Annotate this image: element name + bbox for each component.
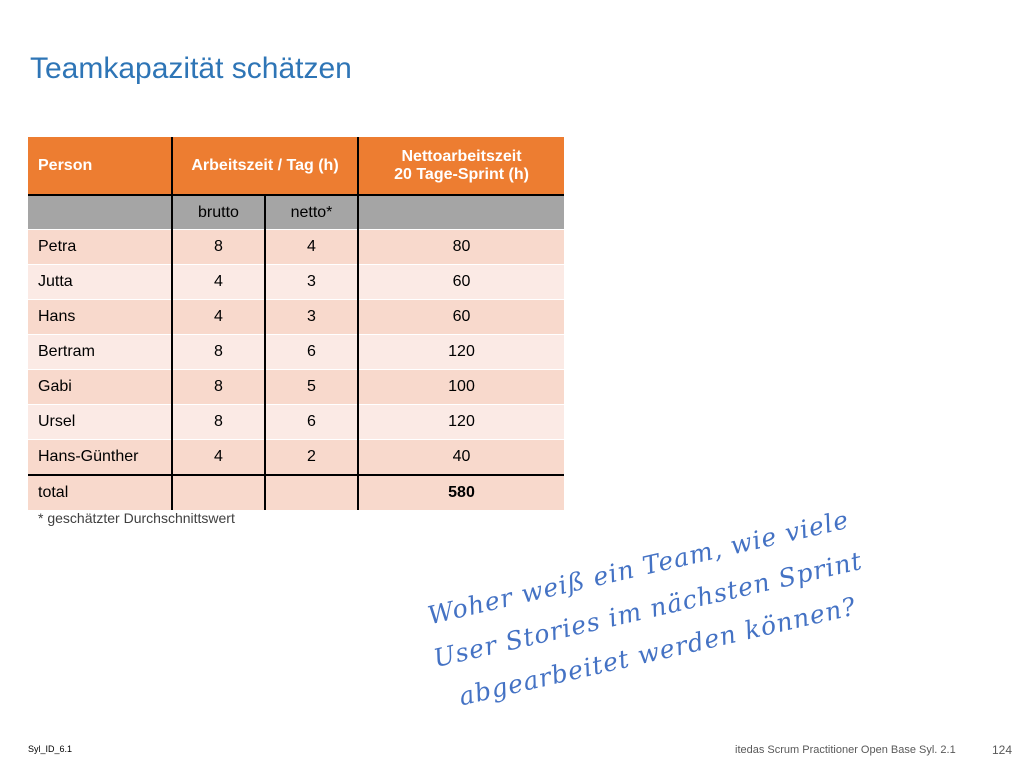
header-arbeitszeit: Arbeitszeit / Tag (h) [172,137,360,195]
subheader-empty [28,194,173,230]
cell-brutto: 8 [172,404,266,440]
handwritten-question: Woher weiß ein Team, wie viele User Stor… [400,493,897,727]
table-row: Petra 8 4 80 [28,229,565,265]
table-row: Ursel 8 6 120 [28,404,565,440]
slide-title: Teamkapazität schätzen [30,52,352,85]
footer-course-name: itedas Scrum Practitioner Open Base Syl.… [735,744,956,756]
cell-person: Gabi [28,369,173,405]
subheader-netto: netto* [265,194,360,230]
cell-netto: 4 [265,229,360,265]
table-row: Gabi 8 5 100 [28,369,565,405]
cell-brutto: 4 [172,264,266,300]
cell-person: Bertram [28,334,173,370]
cell-brutto: 4 [172,299,266,335]
capacity-table: Person Arbeitszeit / Tag (h) Nettoarbeit… [28,137,565,510]
table-row: Hans-Günther 4 2 40 [28,439,565,475]
total-label: total [28,474,173,510]
cell-brutto: 8 [172,229,266,265]
cell-sprint: 40 [358,439,565,475]
table-row: Jutta 4 3 60 [28,264,565,300]
cell-netto: 6 [265,404,360,440]
cell-brutto: 8 [172,334,266,370]
header-netto-line2: 20 Tage-Sprint (h) [394,165,529,183]
cell-person: Jutta [28,264,173,300]
page-number: 124 [992,743,1013,757]
total-empty [265,474,360,510]
cell-sprint: 120 [358,334,565,370]
cell-netto: 3 [265,299,360,335]
header-netto-line1: Nettoarbeitszeit [401,147,522,165]
table-row: Bertram 8 6 120 [28,334,565,370]
cell-person: Hans [28,299,173,335]
table-row: Hans 4 3 60 [28,299,565,335]
cell-sprint: 120 [358,404,565,440]
cell-netto: 5 [265,369,360,405]
header-nettoarbeitszeit: Nettoarbeitszeit 20 Tage-Sprint (h) [358,137,565,195]
cell-netto: 6 [265,334,360,370]
table-footnote: * geschätzter Durchschnittswert [38,510,235,526]
total-empty [172,474,266,510]
footer-syllabus-id: Syl_ID_6.1 [28,744,73,754]
cell-person: Hans-Günther [28,439,173,475]
header-person: Person [28,137,173,195]
cell-person: Petra [28,229,173,265]
table-subheader-row: brutto netto* [28,194,565,230]
total-value: 580 [358,474,565,510]
cell-netto: 3 [265,264,360,300]
cell-brutto: 4 [172,439,266,475]
cell-sprint: 80 [358,229,565,265]
cell-sprint: 60 [358,299,565,335]
table-total-row: total 580 [28,474,565,510]
subheader-empty [358,194,565,230]
cell-sprint: 60 [358,264,565,300]
cell-sprint: 100 [358,369,565,405]
table-header-row: Person Arbeitszeit / Tag (h) Nettoarbeit… [28,137,565,195]
cell-person: Ursel [28,404,173,440]
subheader-brutto: brutto [172,194,266,230]
cell-netto: 2 [265,439,360,475]
cell-brutto: 8 [172,369,266,405]
